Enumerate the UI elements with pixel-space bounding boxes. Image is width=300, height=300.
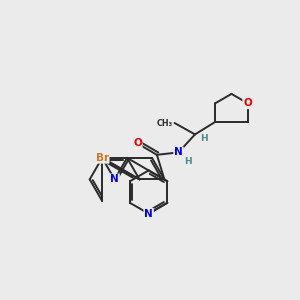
- Text: N: N: [110, 174, 119, 184]
- Text: H: H: [200, 134, 208, 142]
- Text: H: H: [184, 158, 191, 166]
- Text: N: N: [174, 147, 183, 158]
- Text: O: O: [133, 138, 142, 148]
- Text: O: O: [243, 98, 252, 108]
- Text: N: N: [144, 208, 153, 219]
- Text: Br: Br: [96, 153, 109, 163]
- Text: CH₃: CH₃: [157, 118, 173, 127]
